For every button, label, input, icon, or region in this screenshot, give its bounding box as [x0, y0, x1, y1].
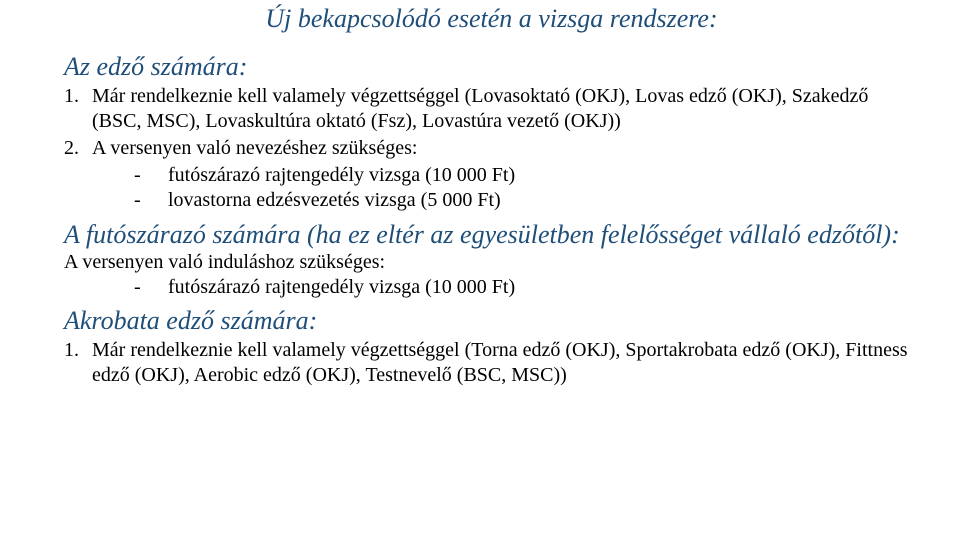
coach-section-heading: Az edző számára: [64, 52, 919, 82]
list-number: 1. [64, 84, 92, 109]
bullet-text: futószárazó rajtengedély vizsga (10 000 … [168, 276, 515, 298]
list-item: futószárazó rajtengedély vizsga (10 000 … [134, 163, 919, 188]
list-item: lovastorna edzésvezetés vizsga (5 000 Ft… [134, 188, 919, 213]
coach-bullets: futószárazó rajtengedély vizsga (10 000 … [64, 163, 919, 213]
page-title: Új bekapcsolódó esetén a vizsga rendszer… [64, 4, 919, 34]
bullet-text: lovastorna edzésvezetés vizsga (5 000 Ft… [168, 189, 501, 211]
acrobat-item-1: 1.Már rendelkeznie kell valamely végzett… [64, 338, 919, 388]
list-number: 2. [64, 136, 92, 161]
list-number: 1. [64, 338, 92, 363]
coach-item-2: 2.A versenyen való nevezéshez szükséges: [64, 136, 919, 161]
lunger-subtext: A versenyen való induláshoz szükséges: [64, 250, 919, 275]
coach-item-1: 1.Már rendelkeznie kell valamely végzett… [64, 84, 919, 134]
bullet-text: futószárazó rajtengedély vizsga (10 000 … [168, 164, 515, 186]
list-text: Már rendelkeznie kell valamely végzettsé… [92, 85, 868, 132]
list-text: A versenyen való nevezéshez szükséges: [92, 137, 417, 159]
lunger-section-heading: A futószárazó számára (ha ez eltér az eg… [64, 219, 919, 250]
document-page: Új bekapcsolódó esetén a vizsga rendszer… [0, 0, 959, 388]
list-item: futószárazó rajtengedély vizsga (10 000 … [134, 275, 919, 300]
lunger-bullets: futószárazó rajtengedély vizsga (10 000 … [64, 275, 919, 300]
acrobat-section-heading: Akrobata edző számára: [64, 306, 919, 336]
list-text: Már rendelkeznie kell valamely végzettsé… [92, 339, 908, 386]
